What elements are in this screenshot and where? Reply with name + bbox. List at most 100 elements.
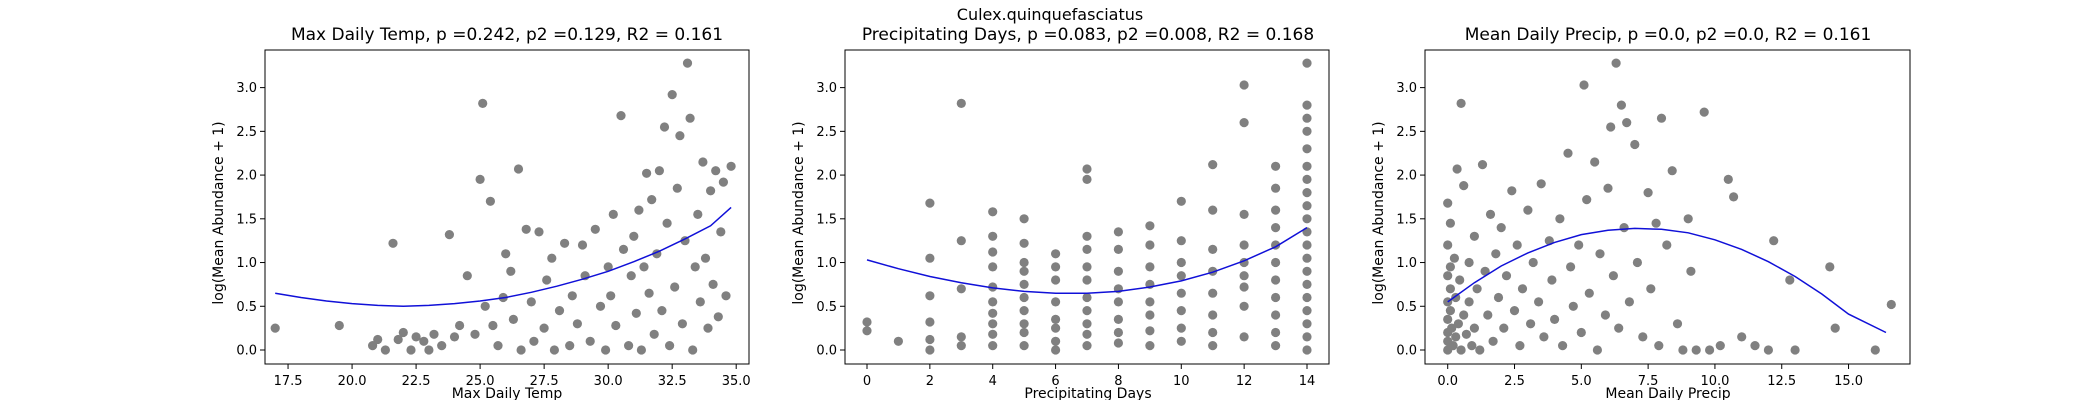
data-point <box>1737 332 1747 342</box>
data-point <box>1499 323 1509 333</box>
y-tick-label: 2.0 <box>816 169 837 184</box>
x-axis-label: Precipitating Days <box>1024 386 1151 400</box>
data-point <box>1445 218 1455 228</box>
data-point <box>636 345 647 355</box>
data-point <box>1019 292 1029 303</box>
data-point <box>639 262 649 272</box>
data-point <box>662 218 672 228</box>
data-point <box>1145 240 1155 250</box>
plot-area: 0.0 2.5 5.0 7.5 10.0 12.5 15.0 0.0 0.5 1.0 1.5 2.0 2… <box>1396 49 1911 389</box>
data-point <box>1461 329 1471 339</box>
data-point <box>988 341 998 351</box>
data-point <box>1491 249 1501 259</box>
data-point <box>1574 240 1584 250</box>
data-point <box>1302 144 1312 154</box>
data-point <box>1271 341 1281 351</box>
data-point <box>988 231 998 241</box>
data-point <box>1624 297 1634 307</box>
data-point <box>1145 297 1155 307</box>
data-point <box>634 205 644 215</box>
data-point <box>547 253 557 263</box>
data-point <box>644 288 654 298</box>
x-axis-label: Mean Daily Precip <box>1605 386 1730 400</box>
data-point <box>1638 332 1648 342</box>
data-point <box>1208 244 1218 254</box>
data-point <box>1678 345 1688 355</box>
data-point <box>611 320 621 331</box>
data-point <box>1302 100 1312 110</box>
data-point <box>1145 262 1155 272</box>
data-point <box>529 336 539 346</box>
data-point <box>1019 214 1029 224</box>
data-point <box>1302 319 1312 329</box>
data-point <box>1082 244 1092 254</box>
x-tick-label: 27.5 <box>530 374 559 389</box>
y-tick-label: 1.0 <box>1396 256 1417 271</box>
data-point <box>711 166 721 176</box>
data-point <box>1176 306 1186 316</box>
subplot-mean-daily-precip: Mean Daily Precip, p =0.0, p2 =0.0, R2 =… <box>1371 25 1911 400</box>
data-point <box>1019 319 1029 329</box>
data-point <box>1705 345 1715 355</box>
data-point <box>1302 214 1312 224</box>
data-point <box>1051 275 1061 285</box>
data-point <box>565 341 575 351</box>
x-tick-label: 2.5 <box>1504 374 1525 389</box>
data-point <box>1654 341 1664 351</box>
data-point <box>893 336 904 346</box>
data-point <box>667 90 677 100</box>
data-point <box>1051 345 1061 355</box>
data-point <box>411 332 421 342</box>
y-tick-label: 1.0 <box>236 256 257 271</box>
data-point <box>726 161 736 171</box>
data-point <box>595 301 606 311</box>
data-point <box>1208 288 1218 298</box>
data-point <box>1456 98 1466 108</box>
data-point <box>1483 310 1493 320</box>
y-tick-label: 0.0 <box>816 344 837 359</box>
data-point <box>649 329 659 339</box>
y-axis-label: log(Mean Abundance + 1) <box>1371 121 1387 304</box>
fit-curve <box>275 206 732 308</box>
data-point <box>1445 306 1455 316</box>
plot-frame <box>264 49 750 365</box>
data-point <box>1475 345 1485 355</box>
data-point <box>703 323 713 333</box>
data-point <box>988 329 998 339</box>
data-point <box>1082 341 1092 351</box>
data-point <box>1683 214 1693 224</box>
data-point <box>1113 327 1123 338</box>
data-point <box>988 297 998 307</box>
data-point <box>1469 231 1479 241</box>
x-tick-label: 17.5 <box>274 374 303 389</box>
data-point <box>690 262 700 272</box>
data-point <box>1785 275 1795 285</box>
subplot-title: Mean Daily Precip, p =0.0, p2 =0.0, R2 =… <box>1465 25 1872 45</box>
data-point <box>1579 80 1589 90</box>
data-point <box>1608 271 1618 281</box>
data-point <box>521 224 531 234</box>
data-point <box>616 111 626 121</box>
figure-suptitle: Culex.quinquefasciatus <box>957 5 1143 24</box>
data-point <box>526 297 536 307</box>
data-point <box>1302 306 1312 316</box>
fit-curve <box>1447 227 1887 334</box>
x-tick-label: 5.0 <box>1571 374 1592 389</box>
data-point <box>1452 164 1462 174</box>
data-point <box>1501 271 1512 281</box>
data-point <box>1176 236 1186 246</box>
data-point <box>424 345 434 355</box>
data-point <box>1271 223 1281 233</box>
subplot-title: Precipitating Days, p =0.083, p2 =0.008,… <box>862 25 1314 45</box>
data-point <box>1176 196 1186 206</box>
data-point <box>419 336 429 346</box>
data-point <box>925 291 935 301</box>
data-point <box>1472 284 1482 294</box>
data-point <box>334 320 344 331</box>
data-point <box>1239 240 1249 250</box>
data-point <box>1271 327 1281 338</box>
data-point <box>437 341 447 351</box>
data-point <box>1603 183 1613 193</box>
data-point <box>1576 327 1586 338</box>
data-point <box>585 336 595 346</box>
